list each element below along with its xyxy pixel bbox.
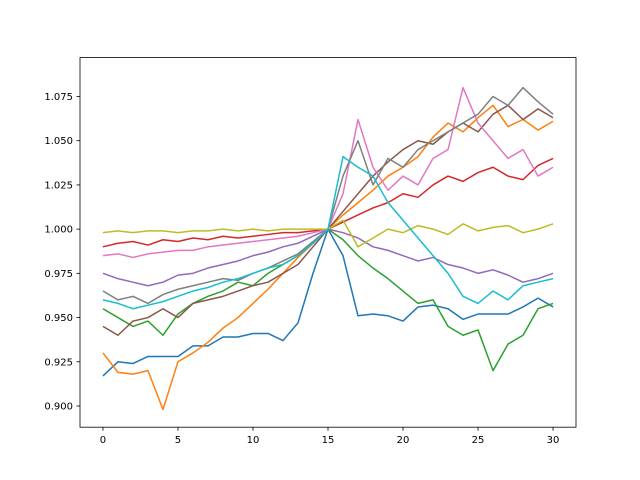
- x-tick-label: 5: [175, 435, 181, 446]
- x-tick-label: 0: [100, 435, 106, 446]
- y-tick-label: 1.050: [44, 136, 73, 147]
- y-tick-label: 1.075: [44, 92, 73, 103]
- line-series: [102, 155, 554, 310]
- y-tick-label: 1.000: [44, 225, 73, 236]
- y-tick-label: 0.950: [44, 313, 73, 324]
- y-tick-label: 1.025: [44, 180, 73, 191]
- y-tick-label: 0.900: [44, 401, 73, 412]
- y-tick-label: 0.925: [44, 357, 73, 368]
- y-tick-label: 0.975: [44, 269, 73, 280]
- x-tick-label: 25: [472, 435, 485, 446]
- x-tick-label: 15: [322, 435, 335, 446]
- x-tick-label: 10: [247, 435, 260, 446]
- x-tick-label: 20: [397, 435, 410, 446]
- x-tick-label: 30: [547, 435, 560, 446]
